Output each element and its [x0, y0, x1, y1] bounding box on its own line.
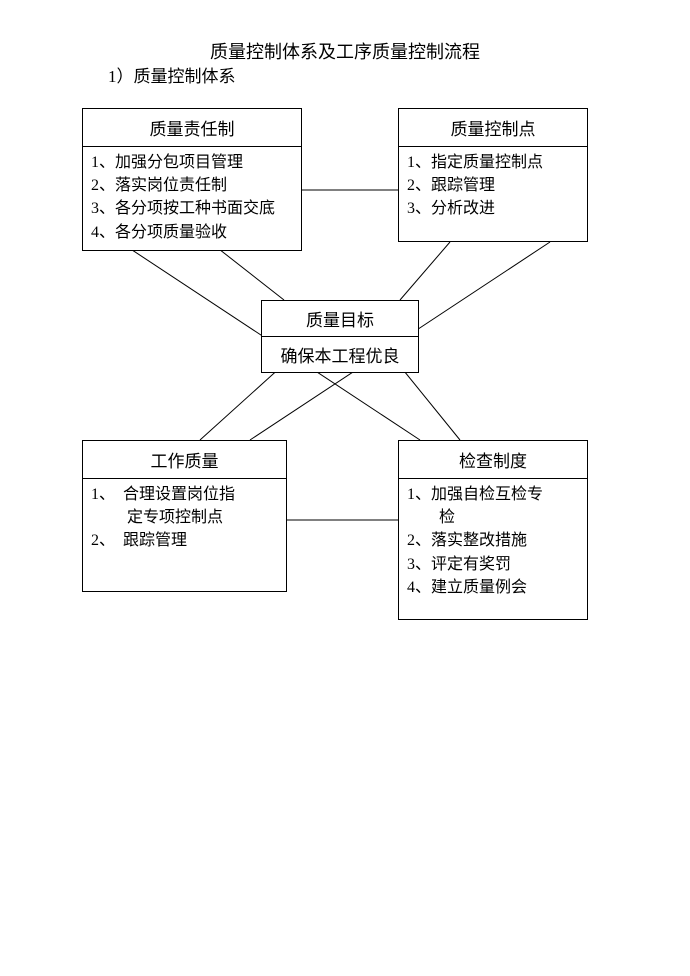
box-work-quality: 工作质量 1、 合理设置岗位指 定专项控制点2、 跟踪管理	[82, 440, 287, 592]
page-title: 质量控制体系及工序质量控制流程	[0, 38, 690, 64]
connector-line	[400, 242, 450, 300]
connector-line	[400, 366, 460, 440]
page: 质量控制体系及工序质量控制流程 1）质量控制体系 质量责任制 1、加强分包项目管…	[0, 0, 690, 976]
list-item: 3、分析改进	[407, 197, 579, 220]
list-item: 2、 跟踪管理	[91, 529, 278, 552]
box-work-quality-header: 工作质量	[83, 441, 286, 479]
list-item: 1、加强分包项目管理	[91, 151, 293, 174]
list-item: 4、建立质量例会	[407, 576, 579, 599]
box-responsibility-body: 1、加强分包项目管理2、落实岗位责任制3、各分项按工种书面交底4、各分项质量验收	[83, 147, 301, 250]
list-item: 4、各分项质量验收	[91, 221, 293, 244]
list-item: 定专项控制点	[91, 506, 278, 529]
list-item: 3、评定有奖罚	[407, 553, 579, 576]
list-item: 检	[407, 506, 579, 529]
box-quality-goal: 质量目标 确保本工程优良	[261, 300, 419, 373]
list-item: 3、各分项按工种书面交底	[91, 197, 293, 220]
list-item: 2、跟踪管理	[407, 174, 579, 197]
box-work-quality-body: 1、 合理设置岗位指 定专项控制点2、 跟踪管理	[83, 479, 286, 559]
box-quality-goal-row1: 质量目标	[262, 301, 418, 336]
list-item: 1、指定质量控制点	[407, 151, 579, 174]
box-control-point-header: 质量控制点	[399, 109, 587, 147]
connector-line	[200, 366, 282, 440]
box-control-point-body: 1、指定质量控制点2、跟踪管理3、分析改进	[399, 147, 587, 227]
list-item: 1、加强自检互检专	[407, 483, 579, 506]
box-responsibility: 质量责任制 1、加强分包项目管理2、落实岗位责任制3、各分项按工种书面交底4、各…	[82, 108, 302, 251]
list-item: 2、落实整改措施	[407, 529, 579, 552]
section-subtitle: 1）质量控制体系	[108, 62, 236, 87]
box-inspect-header: 检查制度	[399, 441, 587, 479]
list-item: 1、 合理设置岗位指	[91, 483, 278, 506]
box-quality-goal-row2: 确保本工程优良	[262, 336, 418, 372]
list-item: 2、落实岗位责任制	[91, 174, 293, 197]
box-inspect-body: 1、加强自检互检专 检2、落实整改措施3、评定有奖罚4、建立质量例会	[399, 479, 587, 605]
box-control-point: 质量控制点 1、指定质量控制点2、跟踪管理3、分析改进	[398, 108, 588, 242]
box-inspect: 检查制度 1、加强自检互检专 检2、落实整改措施3、评定有奖罚4、建立质量例会	[398, 440, 588, 620]
box-responsibility-header: 质量责任制	[83, 109, 301, 147]
